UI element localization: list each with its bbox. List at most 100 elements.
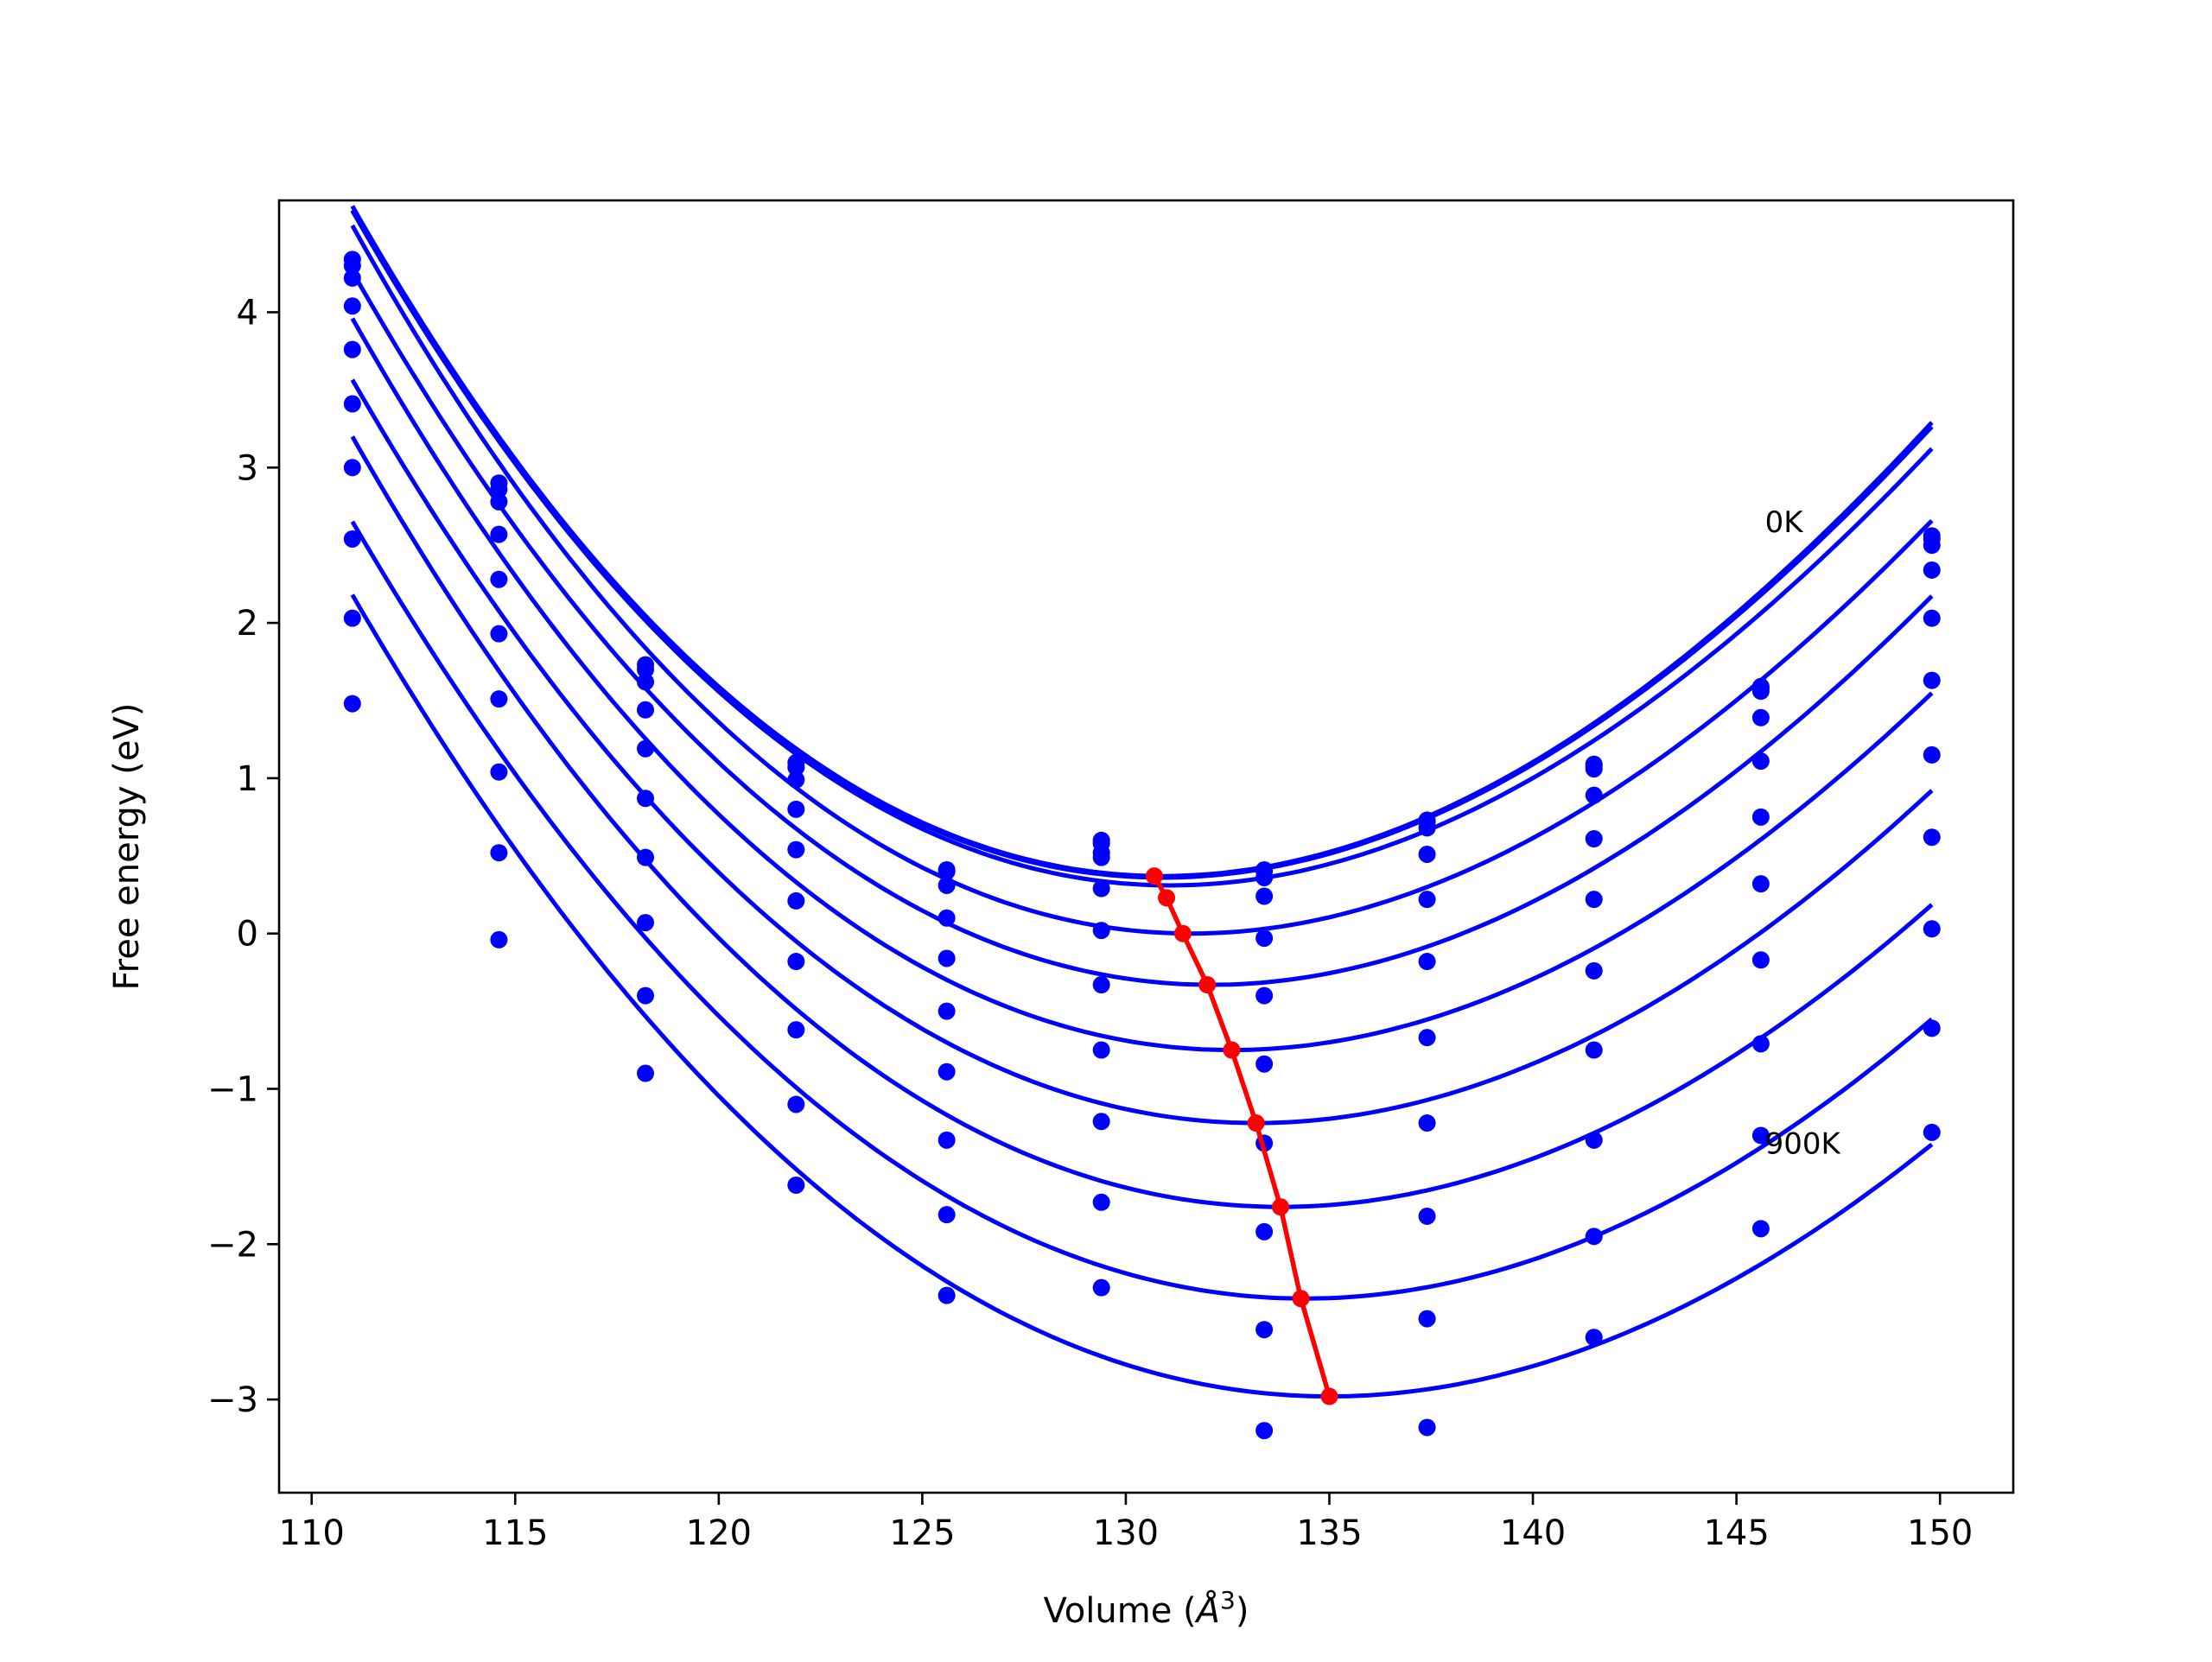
- data-point-s9-7: [1418, 1310, 1436, 1328]
- data-point-s3-8: [1585, 786, 1603, 804]
- data-point-s3-3: [787, 800, 805, 818]
- data-point-s7-7: [1418, 1114, 1436, 1132]
- data-point-s9-4: [938, 1286, 956, 1304]
- data-point-s9-0: [343, 695, 361, 713]
- minimum-point-0: [1145, 867, 1163, 885]
- data-point-s6-4: [938, 1063, 956, 1081]
- data-point-s8-6: [1255, 1222, 1274, 1240]
- isotherm-curve-6: [350, 378, 1934, 1126]
- data-point-s5-5: [1092, 976, 1110, 994]
- data-point-s3-5: [1092, 879, 1110, 898]
- x-tick-label-120: 120: [686, 1513, 752, 1553]
- data-point-s3-4: [938, 909, 956, 927]
- y-tick-label-1: 1: [237, 759, 258, 799]
- minimum-point-2: [1173, 924, 1192, 942]
- data-point-s8-5: [1092, 1193, 1110, 1211]
- data-point-s5-4: [938, 1002, 956, 1020]
- data-point-s6-8: [1585, 961, 1603, 980]
- data-point-s4-4: [938, 949, 956, 967]
- x-axis-label-exponent: 3: [1220, 1586, 1236, 1614]
- data-point-s4-3: [787, 841, 805, 859]
- minimum-path: [1145, 867, 1338, 1405]
- data-point-s7-10: [1923, 828, 1941, 847]
- annotation-0: 0K: [1765, 505, 1805, 540]
- data-point-extra-1: [1751, 1220, 1770, 1238]
- data-point-s2-3: [787, 771, 805, 789]
- data-point-s9-1: [490, 930, 508, 948]
- x-tick-label-110: 110: [279, 1513, 345, 1553]
- data-point-s2-6: [1255, 868, 1274, 886]
- data-point-extra-5: [1923, 1123, 1941, 1141]
- x-tick-label-145: 145: [1703, 1513, 1769, 1553]
- x-axis-label-main: Volume (: [1044, 1591, 1197, 1631]
- data-point-s9-3: [787, 1176, 805, 1194]
- data-point-s8-4: [938, 1206, 956, 1224]
- data-point-s7-3: [787, 1021, 805, 1039]
- data-point-s4-10: [1923, 609, 1941, 627]
- curve-annotations: 0K 900K: [1765, 505, 1842, 1161]
- y-tick-label--1: −1: [207, 1070, 258, 1110]
- minimum-point-8: [1320, 1387, 1338, 1405]
- data-point-s9-9: [1751, 1126, 1770, 1145]
- data-point-s7-9: [1751, 951, 1770, 969]
- data-point-s8-1: [490, 844, 508, 862]
- data-point-s8-7: [1418, 1207, 1436, 1225]
- data-point-s9-8: [1585, 1227, 1603, 1246]
- data-point-s8-9: [1751, 1035, 1770, 1053]
- y-axis-ticks: −3 −2 −1 0 1 2 3 4: [207, 293, 279, 1420]
- data-point-s6-6: [1255, 1055, 1274, 1073]
- data-point-s6-7: [1418, 1029, 1436, 1047]
- y-tick-label-0: 0: [237, 915, 258, 955]
- data-point-s8-2: [637, 986, 655, 1005]
- x-tick-label-140: 140: [1500, 1513, 1566, 1553]
- data-point-s4-8: [1585, 830, 1603, 848]
- data-point-s1-3: [787, 758, 805, 777]
- minimum-point-6: [1271, 1198, 1289, 1216]
- data-point-s9-10: [1923, 1019, 1941, 1037]
- data-point-s7-1: [490, 763, 508, 781]
- isotherm-curve-7: [350, 435, 1934, 1209]
- data-point-s8-8: [1585, 1131, 1603, 1149]
- y-tick-label-4: 4: [237, 293, 258, 333]
- data-point-s4-9: [1751, 752, 1770, 771]
- data-point-s1-0: [343, 257, 361, 275]
- minimum-point-1: [1158, 889, 1176, 907]
- data-point-s6-3: [787, 953, 805, 971]
- data-point-s5-8: [1585, 891, 1603, 909]
- data-point-s1-2: [637, 661, 655, 679]
- data-point-s6-1: [490, 690, 508, 708]
- data-point-s6-0: [343, 459, 361, 477]
- data-point-s7-4: [938, 1131, 956, 1149]
- data-point-s6-5: [1092, 1041, 1110, 1059]
- data-point-s2-9: [1751, 682, 1770, 701]
- data-point-s3-6: [1255, 887, 1274, 905]
- data-point-s4-7: [1418, 891, 1436, 909]
- x-axis-label-close: ): [1236, 1591, 1249, 1631]
- data-point-s8-0: [343, 609, 361, 627]
- data-point-s7-5: [1092, 1113, 1110, 1131]
- minimum-point-7: [1292, 1290, 1310, 1308]
- data-point-s3-10: [1923, 561, 1941, 579]
- x-axis-label-unit: Å: [1194, 1589, 1220, 1631]
- isotherm-curve-3: [350, 224, 1934, 936]
- data-point-s6-10: [1923, 745, 1941, 764]
- data-point-extra-3: [1418, 1418, 1436, 1437]
- data-point-s8-3: [787, 1095, 805, 1113]
- y-tick-label--3: −3: [207, 1380, 258, 1420]
- plot-frame: [277, 199, 2015, 1494]
- data-point-s3-9: [1751, 708, 1770, 726]
- minimum-point-5: [1247, 1114, 1265, 1132]
- x-tick-label-130: 130: [1093, 1513, 1159, 1553]
- data-point-extra-0: [1092, 844, 1110, 862]
- data-point-s2-1: [490, 492, 508, 511]
- data-point-s6-9: [1751, 875, 1770, 893]
- isotherm-curve-2: [350, 209, 1934, 888]
- isotherm-curve-9: [350, 593, 1934, 1399]
- data-point-s9-2: [637, 1064, 655, 1082]
- data-point-s4-2: [637, 739, 655, 758]
- data-point-s9-6: [1255, 1321, 1274, 1339]
- data-point-s4-5: [1092, 922, 1110, 940]
- isotherm-curve-4: [350, 270, 1934, 987]
- data-point-s9-5: [1092, 1278, 1110, 1297]
